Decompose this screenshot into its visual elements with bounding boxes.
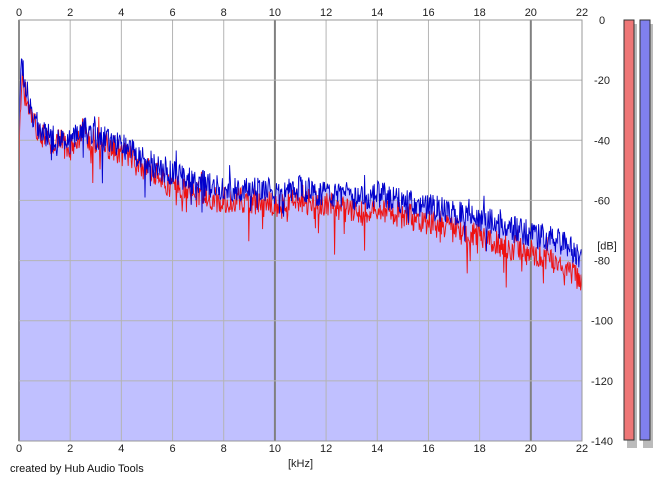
spectrum-lines-layer <box>18 58 583 291</box>
x-tick-label-top: 10 <box>269 7 281 19</box>
spectrum-fill-layer <box>19 20 582 441</box>
x-tick-label-top: 14 <box>371 7 383 19</box>
x-tick-label-bottom: 16 <box>422 443 434 455</box>
plot-border <box>18 19 583 442</box>
y-tick-label: -120 <box>591 376 613 388</box>
x-tick-label-top: 0 <box>16 7 22 19</box>
y-tick-label: -20 <box>594 75 610 87</box>
x-tick-label-bottom: 18 <box>474 443 486 455</box>
axis-layer: 002244668810101212141416161818202022220-… <box>16 7 617 470</box>
x-tick-label-bottom: 2 <box>67 443 73 455</box>
x-tick-label-bottom: 12 <box>320 443 332 455</box>
spectrum-fill-area <box>19 59 582 441</box>
meter-right <box>639 19 651 441</box>
x-tick-label-bottom: 0 <box>16 443 22 455</box>
x-axis-label: [kHz] <box>288 458 313 470</box>
y-tick-label: 0 <box>599 15 605 27</box>
y-tick-label: -40 <box>594 135 610 147</box>
x-tick-label-top: 18 <box>474 7 486 19</box>
y-tick-label: -140 <box>591 436 613 448</box>
x-tick-label-top: 20 <box>525 7 537 19</box>
left-channel-trace <box>18 68 583 291</box>
level-meters <box>623 19 653 448</box>
x-tick-label-bottom: 20 <box>525 443 537 455</box>
x-tick-label-bottom: 14 <box>371 443 383 455</box>
y-tick-label: -60 <box>594 195 610 207</box>
x-tick-label-top: 6 <box>169 7 175 19</box>
y-axis-label: [dB] <box>597 241 617 253</box>
x-tick-label-bottom: 6 <box>169 443 175 455</box>
x-tick-label-top: 22 <box>576 7 588 19</box>
meter-left <box>623 19 635 441</box>
x-tick-label-bottom: 22 <box>576 443 588 455</box>
credit-text: created by Hub Audio Tools <box>10 463 144 475</box>
x-tick-label-bottom: 8 <box>221 443 227 455</box>
x-tick-label-top: 8 <box>221 7 227 19</box>
x-tick-label-bottom: 4 <box>118 443 124 455</box>
y-tick-label: -80 <box>594 256 610 268</box>
right-channel-trace <box>18 58 583 268</box>
x-tick-label-top: 2 <box>67 7 73 19</box>
x-tick-label-top: 16 <box>422 7 434 19</box>
x-tick-label-top: 4 <box>118 7 124 19</box>
x-tick-label-top: 12 <box>320 7 332 19</box>
x-tick-label-bottom: 10 <box>269 443 281 455</box>
y-tick-label: -100 <box>591 316 613 328</box>
